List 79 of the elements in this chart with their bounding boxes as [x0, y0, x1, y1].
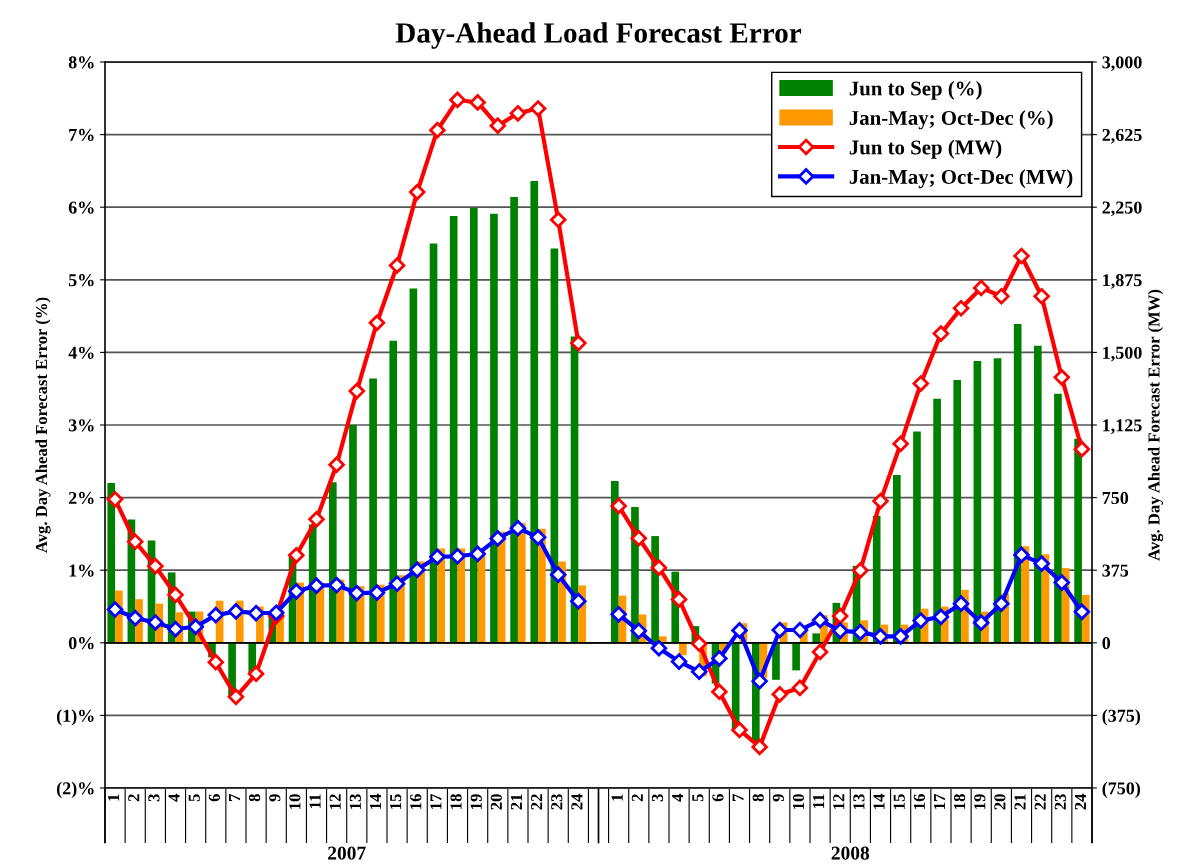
- x-tick-label: 3: [651, 794, 664, 802]
- x-tick-label: 12: [833, 794, 845, 809]
- x-tick-label: 2: [631, 794, 643, 802]
- x-tick-label: 6: [208, 794, 220, 802]
- x-tick-label: 21: [1014, 794, 1026, 810]
- x-tick-label: 4: [168, 793, 180, 802]
- y2-tick-label: 750: [1102, 491, 1129, 505]
- y-tick-label: 0%: [68, 637, 94, 650]
- x-tick-label: 13: [853, 794, 865, 809]
- y2-axis-title: Avg. Day Ahead Forecast Error (MW): [1147, 289, 1164, 561]
- y-tick-label: 8%: [68, 56, 94, 69]
- y2-tick-label: 1,500: [1103, 346, 1142, 362]
- x-tick-label: 20: [994, 794, 1006, 810]
- legend-label: Jun to Sep (MW): [849, 139, 1002, 159]
- y2-tick-label: 375: [1102, 564, 1129, 577]
- x-tick-label: 5: [692, 794, 704, 802]
- y-tick-label: 3%: [68, 419, 94, 432]
- x-tick-label: 14: [369, 793, 381, 809]
- x-tick-label: 8: [752, 794, 764, 802]
- x-tick-label: 13: [349, 794, 361, 809]
- y2-tick-label: 1,125: [1103, 419, 1142, 435]
- y-tick-label: (2)%: [56, 781, 94, 799]
- y-tick-label: 6%: [68, 201, 94, 214]
- x-tick-label: 7: [732, 793, 744, 801]
- y2-tick-label: (750): [1102, 781, 1141, 799]
- x-tick-label: 3: [148, 794, 160, 802]
- x-tick-label: 14: [873, 793, 885, 809]
- x-tick-label: 21: [510, 794, 522, 810]
- x-tick-label: 12: [329, 794, 341, 809]
- x-tick-label: 22: [531, 794, 543, 810]
- x-tick-label: 8: [249, 794, 261, 802]
- y-tick-label: 7%: [69, 128, 94, 142]
- y-axis-title: Avg. Day Ahead Forecast Error (%): [35, 297, 51, 553]
- x-tick-label: 19: [470, 794, 482, 809]
- x-tick-label: 11: [309, 794, 321, 808]
- y-tick-label: (1)%: [56, 709, 94, 726]
- x-tick-label: 4: [672, 793, 684, 802]
- x-tick-label: 18: [954, 794, 966, 809]
- x-tick-label: 5: [188, 794, 200, 802]
- x-tick-label: 9: [269, 794, 281, 802]
- chart-title: Day-Ahead Load Forecast Error: [395, 22, 802, 49]
- x-tick-label: 16: [913, 794, 925, 809]
- x-tick-label: 18: [450, 794, 462, 809]
- legend-label: Jan-May; Oct-Dec (MW): [849, 169, 1073, 189]
- x-tick-label: 1: [108, 794, 120, 801]
- x-tick-label: 23: [1054, 794, 1066, 810]
- x-tick-label: 17: [430, 793, 442, 809]
- x-tick-label: 15: [893, 794, 905, 809]
- x-tick-label: 7: [229, 793, 240, 801]
- y-tick-label: 1%: [69, 564, 94, 577]
- x-tick-label: 10: [289, 794, 301, 809]
- x-tick-label: 23: [551, 794, 563, 810]
- y-tick-label: 5%: [68, 274, 94, 287]
- x-tick-label: 9: [772, 794, 784, 802]
- x-tick-label: 24: [571, 793, 583, 810]
- y2-tick-label: 3,000: [1102, 56, 1142, 72]
- text: 2007: [328, 846, 366, 860]
- y2-tick-label: 2,250: [1102, 201, 1142, 217]
- legend-label: Jan-May; Oct-Dec (%): [849, 110, 1053, 130]
- x-tick-label: 11: [813, 794, 825, 808]
- x-tick-label: 24: [1074, 793, 1086, 810]
- text: 2008: [831, 846, 870, 860]
- y-tick-label: 2%: [68, 491, 94, 505]
- x-tick-label: 2: [128, 794, 140, 802]
- y2-tick-label: 0: [1102, 637, 1111, 650]
- y2-tick-label: 1,875: [1103, 274, 1142, 289]
- legend-label: Jun to Sep (%): [849, 80, 982, 100]
- y-tick-label: 4%: [68, 346, 94, 359]
- x-tick-label: 1: [611, 794, 623, 801]
- y2-tick-label: 2,625: [1102, 128, 1142, 144]
- x-tick-label: 6: [712, 794, 724, 802]
- x-tick-label: 15: [390, 794, 402, 809]
- x-tick-label: 17: [933, 793, 945, 809]
- y2-tick-label: (375): [1102, 709, 1141, 726]
- x-tick-label: 20: [490, 794, 502, 810]
- x-tick-label: 19: [974, 794, 986, 809]
- x-tick-label: 16: [410, 794, 422, 809]
- x-tick-label: 10: [792, 794, 805, 809]
- x-tick-label: 22: [1034, 794, 1046, 810]
